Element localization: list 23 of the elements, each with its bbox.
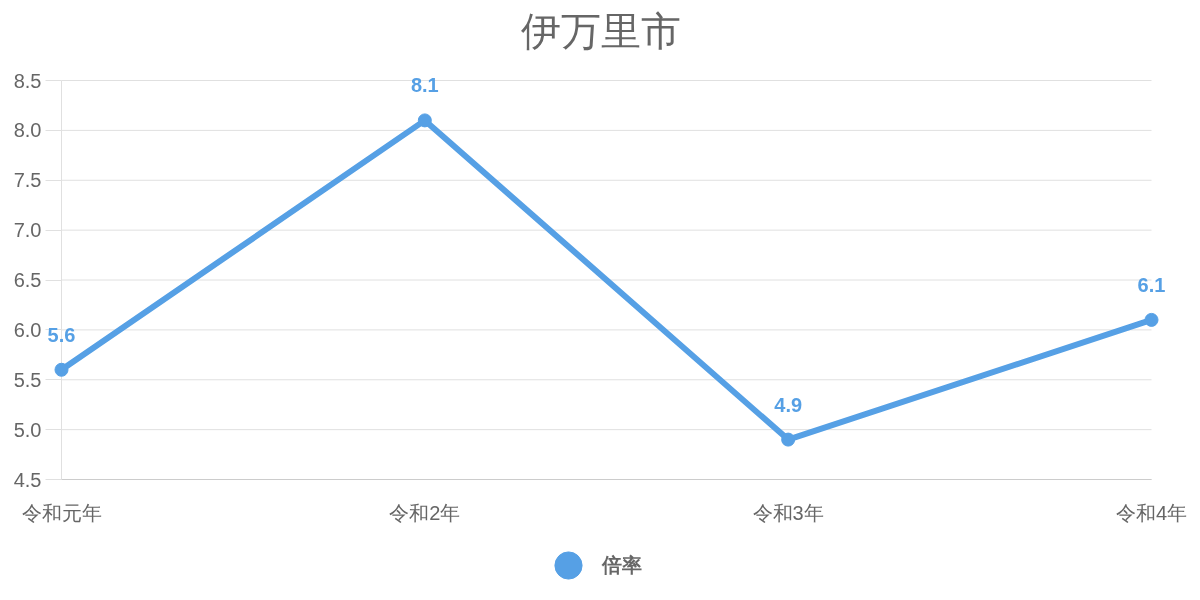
- legend-label: 倍率: [602, 552, 642, 578]
- y-tick-label: 7.0: [13, 219, 42, 242]
- point: [54, 362, 69, 377]
- point: [1144, 312, 1159, 327]
- chart-title: 伊万里市: [520, 8, 681, 53]
- x-tick-label: 令和元年: [21, 501, 102, 524]
- x-tick-label: 令和3年: [752, 501, 824, 524]
- x-tick-label: 令和4年: [1115, 501, 1188, 524]
- data-label: 5.6: [47, 323, 76, 346]
- point: [417, 113, 432, 128]
- y-tick-label: 7.5: [13, 169, 42, 192]
- y-tick-label: 6.0: [13, 318, 42, 341]
- point: [781, 432, 796, 447]
- y-tick-label: 5.5: [13, 368, 42, 391]
- x-tick-label: 令和2年: [389, 501, 461, 524]
- data-label: 8.1: [410, 74, 439, 97]
- y-tick-label: 8.5: [13, 69, 42, 92]
- y-tick-label: 5.0: [13, 418, 42, 441]
- y-tick-label: 4.5: [13, 468, 42, 491]
- y-tick-label: 8.0: [13, 119, 42, 142]
- y-tick-label: 6.5: [13, 269, 42, 291]
- data-label: 4.9: [774, 393, 803, 416]
- data-label: 6.1: [1137, 273, 1166, 296]
